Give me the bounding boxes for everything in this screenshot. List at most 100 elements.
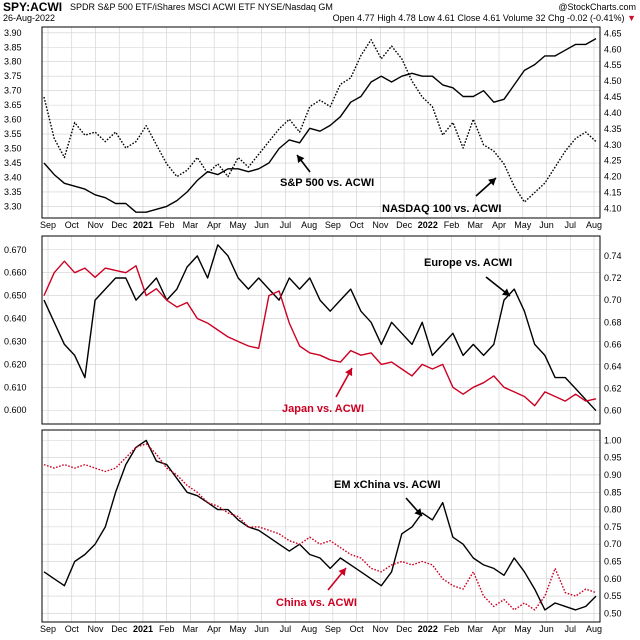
arrowhead-icon (338, 568, 346, 576)
low-value: 4.61 (437, 13, 455, 23)
left-y-tick-label: 0.630 (4, 336, 27, 346)
x-tick-label: Nov (372, 220, 389, 230)
right-y-tick-label: 4.45 (604, 92, 622, 102)
right-y-tick-label: 4.65 (604, 28, 622, 38)
left-y-tick-label: 3.80 (4, 57, 22, 67)
right-y-tick-label: 4.55 (604, 60, 622, 70)
right-y-tick-label: 0.90 (604, 470, 622, 480)
x-tick-label: Oct (65, 220, 80, 230)
x-tick-label: Apr (492, 220, 506, 230)
panel-frame (41, 26, 601, 219)
right-y-tick-label: 0.65 (604, 556, 622, 566)
left-y-tick-label: 3.50 (4, 144, 22, 154)
right-y-tick-label: 0.66 (604, 339, 622, 349)
panel-frame (41, 235, 601, 425)
x-tick-label: Dec (111, 220, 128, 230)
x-tick-label: Apr (207, 624, 221, 634)
low-label: Low (418, 13, 435, 23)
x-tick-label: Feb (159, 624, 175, 634)
right-y-tick-label: 1.00 (604, 435, 622, 445)
right-y-tick-label: 4.30 (604, 140, 622, 150)
right-y-tick-label: 4.50 (604, 76, 622, 86)
series-line-s-p-500-vs-acwi (43, 37, 597, 213)
left-y-tick-label: 3.75 (4, 71, 22, 81)
x-tick-label: 2022 (418, 624, 438, 634)
right-y-tick-label: 4.35 (604, 124, 622, 134)
right-y-tick-label: 0.62 (604, 384, 622, 394)
x-tick-label: Oct (350, 624, 365, 634)
right-y-tick-label: 0.80 (604, 505, 622, 515)
symbol-title: SPY:ACWI (3, 0, 63, 14)
x-tick-label: Mar (468, 624, 484, 634)
annotation-label: EM xChina vs. ACWI (334, 479, 441, 491)
right-y-tick-label: 4.40 (604, 108, 622, 118)
x-tick-label: Oct (350, 220, 365, 230)
x-tick-label: May (229, 624, 247, 634)
right-y-tick-label: 0.85 (604, 487, 622, 497)
right-y-tick-label: 0.72 (604, 273, 622, 283)
left-y-tick-label: 0.610 (4, 382, 27, 392)
x-tick-label: Oct (65, 624, 80, 634)
x-tick-label: Mar (183, 220, 199, 230)
x-tick-label: Apr (492, 624, 506, 634)
x-tick-label: 2021 (133, 624, 153, 634)
brand-label[interactable]: @StockCharts.com (558, 2, 636, 12)
down-arrow-icon: ▼ (627, 13, 636, 23)
series-line-china-vs-acwi (43, 443, 597, 611)
annotation-label: NASDAQ 100 vs. ACWI (382, 203, 501, 215)
x-tick-label: Aug (301, 220, 317, 230)
arrowhead-icon (502, 288, 510, 296)
right-y-tick-label: 0.70 (604, 539, 622, 549)
high-value: 4.78 (398, 13, 416, 23)
left-y-tick-label: 0.670 (4, 245, 27, 255)
close-value: 4.61 (482, 13, 501, 23)
annotation-label: Europe vs. ACWI (424, 257, 512, 269)
arrowhead-icon (297, 155, 305, 163)
x-tick-label: 2021 (133, 220, 153, 230)
annotation-label: S&P 500 vs. ACWI (280, 177, 374, 189)
right-y-tick-label: 4.20 (604, 172, 622, 182)
series-line-japan-vs-acwi (43, 260, 597, 407)
right-y-tick-label: 0.70 (604, 295, 622, 305)
panel-frame (41, 429, 601, 623)
x-tick-label: Mar (468, 220, 484, 230)
left-y-tick-label: 3.55 (4, 129, 22, 139)
x-tick-label: Aug (301, 624, 317, 634)
annotation-label: China vs. ACWI (276, 597, 357, 609)
x-tick-label: 2022 (418, 220, 438, 230)
x-tick-label: Jun (539, 624, 554, 634)
volume-value: 32 (535, 13, 546, 23)
series-line-em-xchina-vs-acwi (43, 439, 597, 611)
right-y-tick-label: 0.60 (604, 574, 622, 584)
x-tick-label: Jul (565, 624, 577, 634)
chart-header-row: SPY:ACWI SPDR S&P 500 ETF/iShares MSCI A… (0, 0, 640, 14)
annotation-label: Japan vs. ACWI (282, 403, 364, 415)
high-label: High (377, 13, 396, 23)
volume-label: Volume (502, 13, 533, 23)
symbol-description: SPDR S&P 500 ETF/iShares MSCI ACWI ETF N… (70, 2, 333, 12)
left-y-tick-label: 0.620 (4, 359, 27, 369)
right-y-tick-label: 0.50 (604, 608, 622, 618)
chg-value: -0.02 (-0.41%) (567, 13, 625, 23)
open-label: Open (332, 13, 355, 23)
left-y-tick-label: 0.600 (4, 405, 27, 415)
left-y-tick-label: 3.30 (4, 201, 22, 211)
left-y-tick-label: 0.640 (4, 314, 27, 324)
x-tick-label: Jun (254, 220, 269, 230)
left-y-tick-label: 3.60 (4, 115, 22, 125)
left-y-tick-label: 3.35 (4, 187, 22, 197)
x-tick-label: Dec (396, 220, 413, 230)
x-tick-label: Sep (40, 624, 56, 634)
right-y-tick-label: 4.60 (604, 44, 622, 54)
arrowhead-icon (488, 178, 496, 186)
right-y-tick-label: 0.68 (604, 317, 622, 327)
left-y-tick-label: 3.85 (4, 42, 22, 52)
left-y-tick-label: 3.45 (4, 158, 22, 168)
left-y-tick-label: 3.70 (4, 86, 22, 96)
right-y-tick-label: 0.64 (604, 361, 622, 371)
right-y-tick-label: 0.95 (604, 453, 622, 463)
x-tick-label: Dec (396, 624, 413, 634)
x-tick-label: Apr (207, 220, 221, 230)
x-tick-label: Jul (280, 220, 292, 230)
